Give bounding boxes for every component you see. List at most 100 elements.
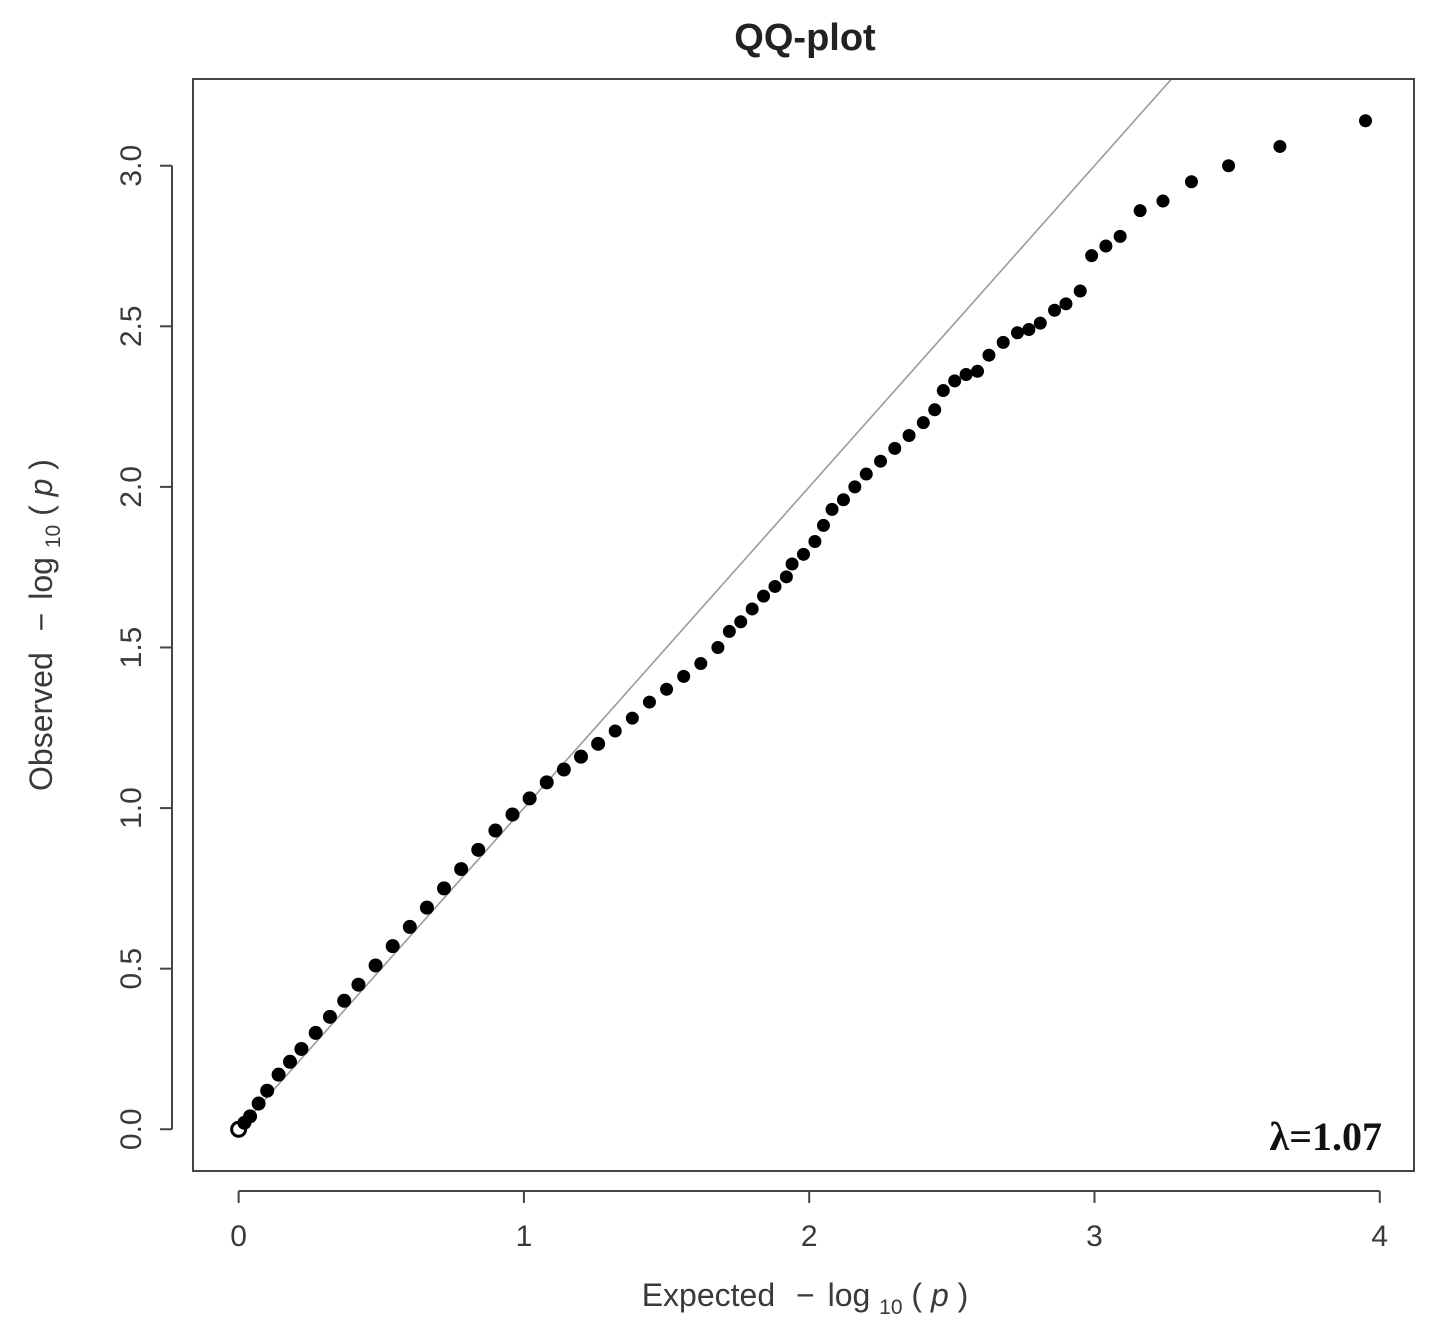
y-axis-title-log: log <box>23 557 59 600</box>
data-point <box>808 534 822 548</box>
data-point <box>902 429 916 443</box>
data-point <box>768 579 782 593</box>
y-tick-label: 0.5 <box>115 948 148 990</box>
data-point <box>488 823 503 838</box>
x-axis-title-open: ( <box>911 1277 922 1313</box>
x-axis-title-var: p <box>930 1277 949 1313</box>
data-point <box>779 570 793 584</box>
y-tick-label: 1.5 <box>115 627 148 669</box>
data-point <box>677 669 691 683</box>
reference-line <box>238 80 1172 1130</box>
y-axis-title-var: p <box>23 479 59 498</box>
data-point <box>1033 316 1047 330</box>
x-tick-label: 2 <box>801 1220 818 1253</box>
data-point <box>591 736 606 751</box>
y-axis-title-minus: − <box>23 613 59 632</box>
data-point <box>625 711 639 725</box>
data-point <box>308 1025 323 1040</box>
data-point <box>936 384 950 398</box>
data-point <box>825 502 839 516</box>
data-point <box>1359 114 1373 128</box>
data-point <box>402 919 417 934</box>
y-tick-label: 0.0 <box>115 1108 148 1150</box>
x-tick-label: 0 <box>230 1220 247 1253</box>
data-point <box>419 900 434 915</box>
data-point <box>1099 239 1113 253</box>
data-point <box>471 842 486 857</box>
data-point <box>996 335 1010 349</box>
x-axis-title: Expected − log 10 ( p ) <box>642 1277 969 1321</box>
data-point <box>660 682 674 696</box>
data-point <box>916 416 930 430</box>
data-point <box>539 775 554 790</box>
data-point <box>1273 139 1287 153</box>
y-tick-label: 1.0 <box>115 787 148 829</box>
data-point <box>1184 175 1198 189</box>
data-point <box>1133 204 1147 218</box>
data-point <box>573 749 588 764</box>
y-axis-title-open: ( <box>23 505 59 516</box>
y-tick-label: 3.0 <box>115 145 148 187</box>
data-point <box>1048 303 1062 317</box>
data-point <box>1113 229 1127 243</box>
data-point <box>322 1009 337 1024</box>
data-point <box>1010 326 1024 340</box>
data-point <box>859 467 873 481</box>
data-point <box>797 547 810 561</box>
data-point <box>785 557 799 571</box>
data-point <box>522 791 537 806</box>
data-point <box>1085 249 1099 263</box>
data-point <box>836 493 850 507</box>
data-point <box>351 977 366 992</box>
data-point <box>294 1041 309 1056</box>
x-axis-title-subscript: 10 <box>879 1296 902 1319</box>
y-axis-title-close: ) <box>23 459 59 470</box>
data-point <box>959 367 973 381</box>
data-point <box>982 348 996 362</box>
data-point <box>734 615 748 629</box>
chart-title: QQ-plot <box>734 17 876 59</box>
data-point <box>454 862 469 877</box>
data-point <box>848 480 862 494</box>
data-point <box>437 881 452 896</box>
data-point <box>260 1083 275 1098</box>
x-axis-title-minus: − <box>796 1277 815 1313</box>
x-tick-label: 1 <box>516 1220 533 1253</box>
data-point <box>694 657 708 671</box>
y-axis-title: Observed − log 10 ( p ) <box>23 459 67 791</box>
data-point <box>337 993 352 1008</box>
x-tick-label: 3 <box>1086 1220 1103 1253</box>
y-tick-label: 2.5 <box>115 305 148 347</box>
data-point <box>1073 284 1087 298</box>
x-axis: 0 1 2 3 4 <box>230 1190 1388 1253</box>
y-axis-title-subscript: 10 <box>42 525 65 548</box>
data-point <box>608 724 622 738</box>
data-point <box>251 1096 266 1111</box>
y-axis: 0.0 0.5 1.0 1.5 2.0 2.5 3.0 <box>115 145 173 1150</box>
data-point <box>271 1067 286 1082</box>
data-point <box>928 403 942 417</box>
data-point <box>1156 194 1170 208</box>
data-point <box>757 589 771 603</box>
data-point <box>1059 297 1073 311</box>
data-point <box>722 624 736 638</box>
lambda-annotation: λ=1.07 <box>1270 1114 1382 1159</box>
data-point <box>243 1109 258 1124</box>
plot-frame <box>192 78 1415 1172</box>
data-point <box>888 441 902 455</box>
data-point <box>556 762 571 777</box>
data-point <box>971 364 985 378</box>
data-points <box>230 114 1373 1138</box>
data-point <box>1222 159 1236 173</box>
x-axis-title-log: log <box>828 1277 871 1313</box>
y-tick-label: 2.0 <box>115 466 148 508</box>
data-point <box>1022 323 1036 337</box>
x-axis-title-close: ) <box>958 1277 969 1313</box>
data-point <box>711 640 725 654</box>
x-axis-title-prefix: Expected <box>642 1277 775 1313</box>
data-point <box>816 518 830 532</box>
data-point <box>642 695 656 709</box>
data-point <box>385 939 400 954</box>
data-point <box>745 602 759 616</box>
